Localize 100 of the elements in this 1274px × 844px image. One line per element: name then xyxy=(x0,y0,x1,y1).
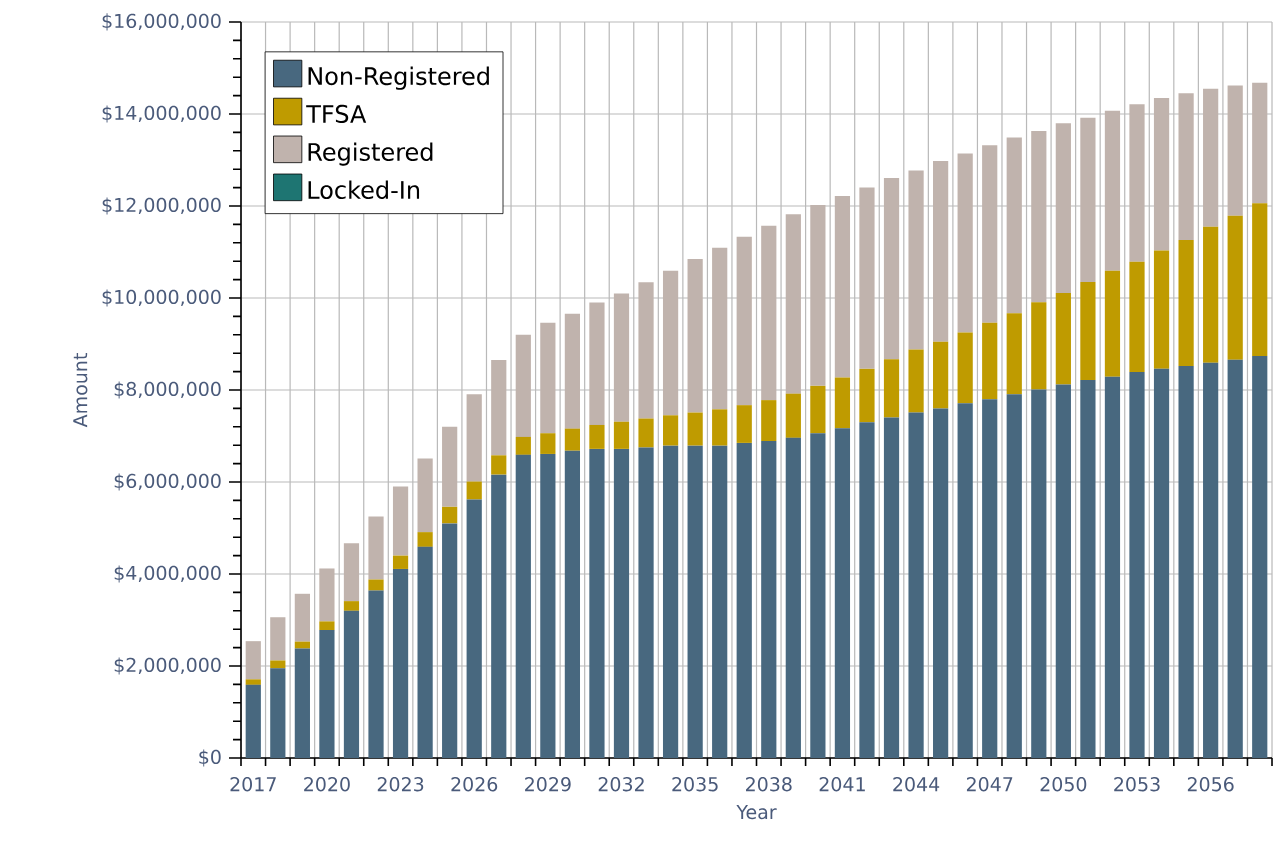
bar xyxy=(442,506,458,524)
bar xyxy=(1104,110,1121,271)
bar xyxy=(982,145,998,323)
bar xyxy=(859,368,875,423)
bar xyxy=(540,433,556,454)
bar xyxy=(392,486,409,556)
bar xyxy=(1031,131,1047,303)
x-tick-label: 2026 xyxy=(451,777,498,792)
bar xyxy=(982,322,998,400)
bar xyxy=(368,516,384,580)
bar xyxy=(1178,240,1194,367)
y-tick-label: $10,000,000 xyxy=(102,289,221,307)
bar xyxy=(982,399,998,758)
bar xyxy=(417,546,433,758)
bar xyxy=(761,441,777,758)
bar xyxy=(1129,104,1145,262)
bar xyxy=(1178,93,1194,241)
x-tick-label: 2029 xyxy=(525,777,571,792)
x-tick-label: 2056 xyxy=(1187,777,1234,792)
bar xyxy=(1203,362,1219,758)
bar xyxy=(613,448,630,758)
bar xyxy=(343,543,360,602)
bar xyxy=(270,660,286,669)
legend-label: TFSA xyxy=(306,104,367,123)
bar xyxy=(343,610,360,758)
bar xyxy=(1252,203,1268,356)
bar xyxy=(1153,250,1170,369)
bar xyxy=(245,684,261,758)
x-tick-label: 2053 xyxy=(1114,777,1160,792)
bar xyxy=(712,445,728,758)
bar xyxy=(687,258,703,413)
legend-label: Registered xyxy=(308,142,433,166)
bar xyxy=(662,270,679,416)
bar xyxy=(834,428,851,758)
x-tick-label: 2023 xyxy=(377,777,424,792)
bar xyxy=(368,579,384,591)
bar xyxy=(883,359,900,418)
bar xyxy=(1006,394,1022,758)
legend-label: Non-Registered xyxy=(308,66,489,90)
bar xyxy=(1080,281,1096,380)
bar xyxy=(1227,215,1243,360)
bar xyxy=(564,450,581,758)
bar xyxy=(810,385,826,434)
bar xyxy=(662,445,679,758)
legend-label: Locked-In xyxy=(308,180,420,199)
x-tick-label: 2047 xyxy=(966,777,1013,792)
bar xyxy=(859,422,875,758)
bar xyxy=(883,177,900,360)
bar xyxy=(785,393,801,438)
bar xyxy=(687,445,703,758)
y-tick-label: $4,000,000 xyxy=(114,565,221,583)
bar xyxy=(687,412,703,446)
bar xyxy=(933,160,949,342)
bar xyxy=(957,332,973,404)
bar xyxy=(1031,389,1047,758)
bar xyxy=(662,415,679,446)
x-tick-label: 2017 xyxy=(230,777,276,792)
bar xyxy=(1104,376,1121,758)
bar xyxy=(1129,372,1145,758)
bar xyxy=(466,499,482,758)
bar xyxy=(368,590,384,758)
bar xyxy=(1080,379,1096,758)
bar xyxy=(1055,292,1071,385)
bar xyxy=(908,349,924,413)
bar xyxy=(442,426,458,507)
bar xyxy=(1129,261,1145,373)
bar xyxy=(957,403,973,758)
bar xyxy=(417,532,433,547)
x-axis-title: Year xyxy=(736,805,777,820)
bar xyxy=(1153,368,1170,758)
bar xyxy=(613,293,630,422)
bar xyxy=(319,568,335,622)
y-axis-title: Amount xyxy=(73,353,88,428)
bar xyxy=(491,455,507,475)
bar xyxy=(785,437,801,758)
bar xyxy=(270,617,286,661)
bar xyxy=(1203,88,1219,227)
bar xyxy=(933,341,949,409)
bar xyxy=(515,454,531,758)
bar xyxy=(491,360,507,456)
bar xyxy=(294,648,310,758)
bar xyxy=(245,641,261,680)
bar xyxy=(491,474,507,758)
y-tick-label: $14,000,000 xyxy=(102,105,221,123)
bar xyxy=(638,418,654,448)
bar xyxy=(859,187,875,369)
bar xyxy=(589,424,605,449)
bar xyxy=(1203,226,1219,363)
bar xyxy=(957,153,973,333)
bar xyxy=(442,523,458,758)
x-tick-label: 2020 xyxy=(304,777,350,792)
bar xyxy=(417,458,433,533)
y-tick-label: $16,000,000 xyxy=(102,13,221,31)
bar xyxy=(834,377,851,429)
bar xyxy=(1252,355,1268,758)
bar xyxy=(810,433,826,758)
y-tick-label: $6,000,000 xyxy=(114,473,221,491)
bar xyxy=(761,400,777,442)
bar xyxy=(883,417,900,758)
bar xyxy=(392,555,409,569)
